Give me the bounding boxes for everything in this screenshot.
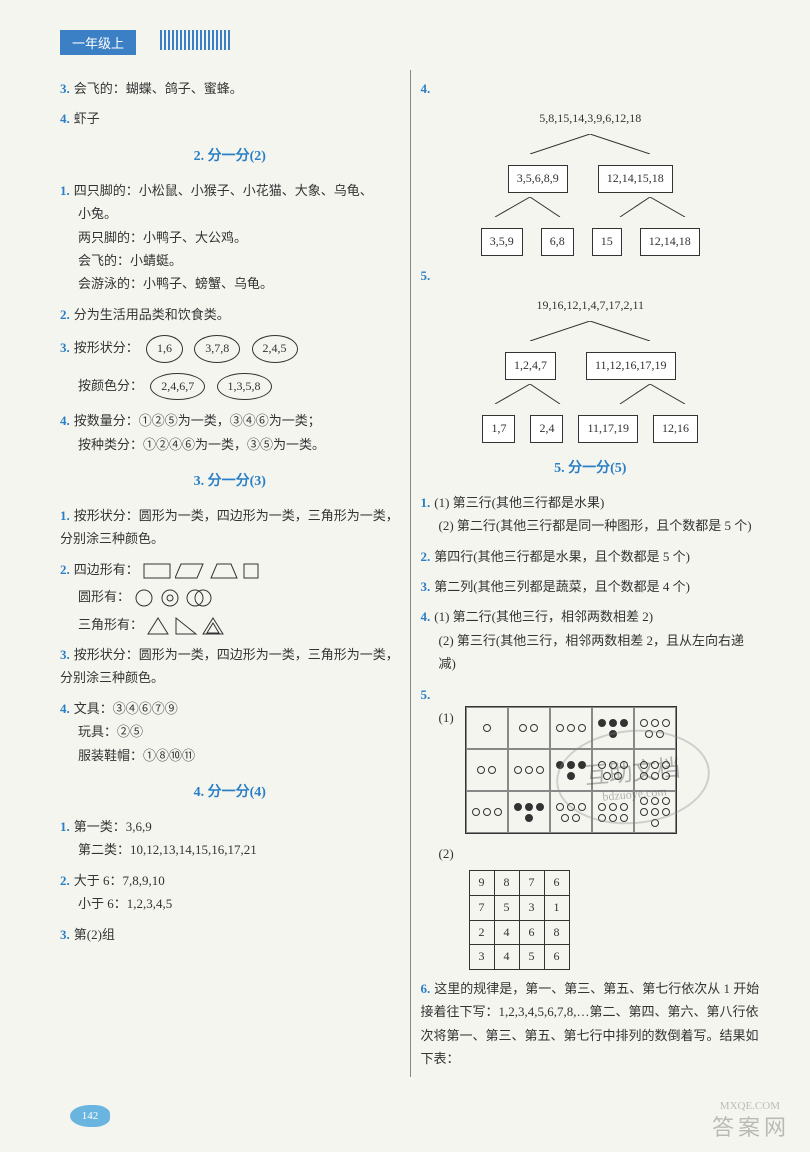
parallelogram-icon bbox=[175, 562, 205, 580]
section-5-title: 5. 分一分(5) bbox=[421, 457, 761, 477]
donut-icon bbox=[159, 588, 181, 608]
q4-tree: 4. 5,8,15,14,3,9,6,12,18 3,5,6,8,9 12,14… bbox=[421, 77, 761, 256]
section-4-title: 4. 分一分(4) bbox=[60, 781, 400, 801]
s3-item-2: 2.四边形有： 圆形有： 三角形有： bbox=[60, 558, 400, 636]
right-triangle-icon bbox=[174, 616, 198, 636]
circle-icon bbox=[133, 588, 155, 608]
s3-item-3: 3.按形状分：圆形为一类，四边形为一类，三角形为一类，分别涂三种颜色。 bbox=[60, 643, 400, 690]
s3-item-1: 1.按形状分：圆形为一类，四边形为一类，三角形为一类，分别涂三种颜色。 bbox=[60, 504, 400, 551]
s4-item-1: 1.第一类：3,6,9 第二类：10,12,13,14,15,16,17,21 bbox=[60, 815, 400, 862]
s5-item-5: 5. (1) bbox=[421, 683, 761, 970]
sudoku-table: 9876 7531 2468 3456 bbox=[469, 870, 570, 969]
s2-item-3: 3.按形状分： 1,6 3,7,8 2,4,5 按颜色分： 2,4,6,7 1,… bbox=[60, 333, 400, 402]
s4-item-2: 2.大于 6：7,8,9,10 小于 6：1,2,3,4,5 bbox=[60, 869, 400, 916]
item-4: 4.虾子 bbox=[60, 107, 400, 130]
watermark-main: 答案网 bbox=[712, 1110, 790, 1142]
left-column: 3.会飞的：蝴蝶、鸽子、蜜蜂。 4.虾子 2. 分一分(2) 1.四只脚的：小松… bbox=[50, 30, 410, 1077]
s5-item-3: 3.第二列(其他三列都是蔬菜，且个数都是 4 个) bbox=[421, 575, 761, 598]
rect-icon bbox=[142, 562, 172, 580]
page-number: 142 bbox=[70, 1105, 110, 1127]
watermark-sub: MXQE.COM bbox=[720, 1100, 780, 1112]
s5-item-4: 4.(1) 第二行(其他三行，相邻两数相差 2) (2) 第三行(其他三行，相邻… bbox=[421, 605, 761, 675]
s5-item-6: 6.这里的规律是，第一、第三、第五、第七行依次从 1 开始接着往下写：1,2,3… bbox=[421, 977, 761, 1071]
s3-item-4: 4.文具：③④⑥⑦⑨ 玩具：②⑤ 服装鞋帽：①⑧⑩⑪ bbox=[60, 697, 400, 767]
triangle-inner-icon bbox=[201, 616, 225, 636]
s5-item-1: 1.(1) 第三行(其他三行都是水果) (2) 第二行(其他三行都是同一种图形，… bbox=[421, 491, 761, 538]
trapezoid-icon bbox=[209, 562, 239, 580]
s2-item-4: 4.按数量分：①②⑤为一类，③④⑥为一类； 按种类分：①②④⑥为一类，③⑤为一类… bbox=[60, 409, 400, 456]
section-2-title: 2. 分一分(2) bbox=[60, 145, 400, 165]
q5-tree: 5. 19,16,12,1,4,7,17,2,11 1,2,4,7 11,12,… bbox=[421, 264, 761, 443]
s4-item-3: 3.第(2)组 bbox=[60, 923, 400, 946]
triangle-icon bbox=[146, 616, 170, 636]
right-column: 4. 5,8,15,14,3,9,6,12,18 3,5,6,8,9 12,14… bbox=[411, 30, 771, 1077]
s2-item-2: 2.分为生活用品类和饮食类。 bbox=[60, 303, 400, 326]
fish-icon: 142 bbox=[70, 1105, 110, 1127]
s5-item-2: 2.第四行(其他三行都是水果，且个数都是 5 个) bbox=[421, 545, 761, 568]
square-icon bbox=[242, 562, 262, 580]
venn-icon bbox=[184, 588, 214, 608]
s2-item-1: 1.四只脚的：小松鼠、小猴子、小花猫、大象、乌龟、 小兔。 两只脚的：小鸭子、大… bbox=[60, 179, 400, 296]
item-3: 3.会飞的：蝴蝶、鸽子、蜜蜂。 bbox=[60, 77, 400, 100]
section-3-title: 3. 分一分(3) bbox=[60, 470, 400, 490]
